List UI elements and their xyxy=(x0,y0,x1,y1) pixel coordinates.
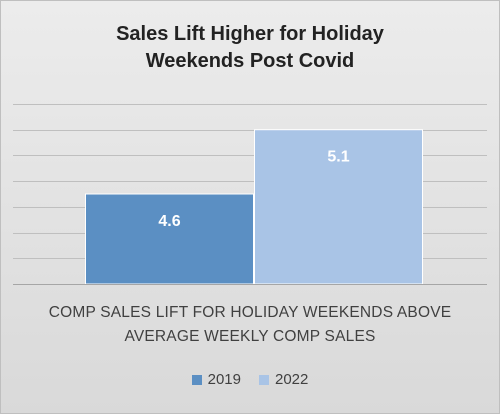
legend-label-2022: 2022 xyxy=(275,371,309,388)
x-axis-label-line-2: AVERAGE WEEKLY COMP SALES xyxy=(124,328,376,345)
data-label-2019: 4.6 xyxy=(158,213,180,230)
chart-title-line-2: Weekends Post Covid xyxy=(145,50,355,72)
x-axis-label-line-1: COMP SALES LIFT FOR HOLIDAY WEEKENDS ABO… xyxy=(48,304,452,321)
legend-swatch-2022 xyxy=(259,374,269,385)
legend-label-2019: 2019 xyxy=(207,371,241,388)
x-axis-label: COMP SALES LIFT FOR HOLIDAY WEEKENDS ABO… xyxy=(1,301,499,349)
bar-2022 xyxy=(254,129,423,285)
bar-2019 xyxy=(85,193,254,285)
data-label-2022: 5.1 xyxy=(327,149,349,166)
chart-title-line-1: Sales Lift Higher for Holiday xyxy=(116,23,384,45)
legend-item-2022: 2022 xyxy=(259,371,308,388)
legend-swatch-2019 xyxy=(191,374,202,385)
legend-item-2019: 2019 xyxy=(191,371,241,388)
chart-title: Sales Lift Higher for Holiday Weekends P… xyxy=(1,21,499,75)
legend: 2019 2022 xyxy=(1,371,499,388)
